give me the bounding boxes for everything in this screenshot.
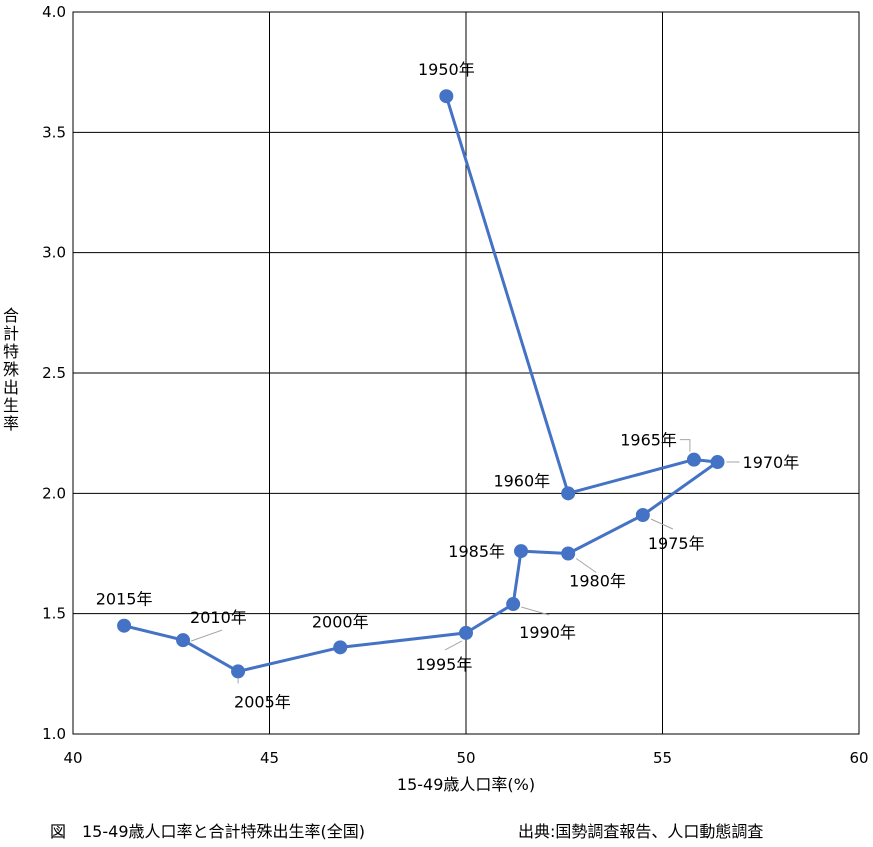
x-tick-label: 60 [849, 749, 868, 767]
data-labels: 1950年 1960年 1965年 1970年 1975年 1980年 1985年 1990年… [96, 60, 800, 711]
data-point [117, 618, 132, 633]
y-axis-title: 合計特殊出生率 [3, 306, 19, 433]
label-leader-line [679, 439, 691, 452]
plot-area [72, 11, 860, 735]
data-label: 1980年 [569, 572, 626, 591]
data-point [439, 89, 454, 104]
data-label: 1975年 [648, 534, 705, 553]
x-tick-label: 55 [653, 749, 672, 767]
data-markers [117, 89, 725, 679]
data-label: 1965年 [620, 431, 677, 450]
data-point [176, 633, 191, 648]
data-point [333, 640, 348, 655]
label-leader-line [650, 518, 674, 530]
x-tick-label: 45 [260, 749, 279, 767]
data-point [231, 664, 246, 679]
data-point [710, 455, 725, 470]
figure-caption: 図 15-49歳人口率と合計特殊出生率(全国) [50, 822, 365, 841]
data-label: 1970年 [743, 453, 800, 472]
y-tick-label: 1.5 [42, 605, 66, 623]
data-point [635, 507, 650, 522]
chart: 1.01.52.02.53.03.54.0 40 45 50 55 60 1950年19… [3, 3, 869, 794]
x-axis-ticks: 40 45 50 55 60 [63, 749, 868, 767]
data-label: 1960年 [493, 471, 550, 490]
label-leader-line [444, 640, 463, 651]
y-axis-ticks: 1.0 1.5 2.0 2.5 3.0 3.5 4.0 [42, 3, 66, 743]
x-tick-label: 40 [63, 749, 82, 767]
data-label: 1990年 [519, 623, 576, 642]
data-label: 2010年 [190, 608, 247, 627]
data-label: 1995年 [416, 655, 473, 674]
label-leader-line [521, 606, 550, 616]
data-label: 2015年 [96, 590, 153, 609]
y-tick-label: 1.0 [42, 725, 66, 743]
label-leader-line [190, 629, 223, 642]
series-line [123, 95, 719, 673]
y-tick-label: 2.0 [42, 484, 66, 502]
y-tick-label: 4.0 [42, 3, 66, 21]
data-label: 2005年 [234, 692, 291, 711]
x-tick-label: 50 [456, 749, 475, 767]
label-leader-lines [190, 439, 740, 684]
source-note: 出典:国勢調査報告、人口動態調査 [518, 822, 764, 841]
data-point [561, 546, 576, 561]
label-leader-line [575, 558, 597, 573]
data-point [506, 597, 521, 612]
y-tick-label: 3.5 [42, 123, 66, 141]
data-point [686, 452, 701, 467]
data-label: 1985年 [448, 542, 505, 561]
data-label: 1950年 [418, 60, 475, 79]
y-tick-label: 3.0 [42, 244, 66, 262]
x-axis-title: 15-49歳人口率(%) [397, 775, 535, 794]
data-point [514, 544, 529, 559]
data-label: 2000年 [312, 612, 369, 631]
data-point [561, 486, 576, 501]
y-tick-label: 2.5 [42, 364, 66, 382]
data-point [459, 625, 473, 640]
